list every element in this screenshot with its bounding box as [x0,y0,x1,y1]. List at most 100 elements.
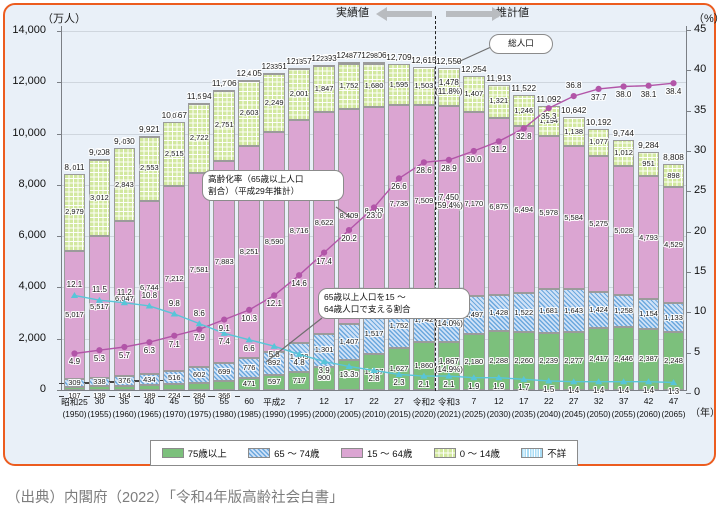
line-value-label-aging_rate: 6.3 [143,346,155,356]
bar-value-label-unknown: 98 [370,52,378,60]
line-value-label-aging_rate: 4.9 [68,357,81,367]
x-axis-era-label: 35 [119,396,130,406]
line-value-label-support_ratio: 7.4 [218,337,230,347]
y-axis-left [61,26,62,391]
line-value-label-support_ratio: 9.8 [168,298,180,308]
y-tick-right [686,30,691,31]
label-leader-dash [83,396,89,397]
y-axis-label-right: 45 [694,23,707,35]
x-axis-era-label: 55 [219,396,230,406]
y-axis-label-right: 20 [694,224,707,237]
bar-segment-unknown [338,62,360,65]
bar-value-label-unknown: 0 [172,112,177,120]
y-tick-left [57,133,62,135]
bar-value-label-unknown: 4 [247,70,252,78]
line-value-label-support_ratio: 2.1 [418,380,430,390]
bar-value-label-age0to14: 898 [667,170,680,180]
estimate-values-label: 推計値 [496,7,529,19]
bar-value-label-age0to14: 1,138 [564,126,584,136]
bar-total-label: 12,806 [361,49,387,60]
bar-segment-age75plus [188,382,211,390]
bar-total-label: 12,105 [236,67,262,78]
x-axis-year-label: (2065) [661,409,686,419]
estimate-arrow-head [492,7,503,21]
bar-value-label-age75plus: 189 [143,391,156,400]
bar-segment-unknown [188,102,211,105]
line-value-label-aging_rate: 14.6 [291,279,307,289]
y-axis-right [686,26,687,391]
y-axis-label-right: 5 [694,345,701,358]
bar-total-label: 11,913 [486,72,512,83]
bar-total-label: 9,284 [638,139,659,150]
x-axis-era-label: 7 [471,396,477,406]
bar-value-label-age65to74: 1,407 [339,337,359,347]
label-leader-dash [158,396,164,397]
y-axis-label-left: 0 [39,383,46,395]
bar-segment-unknown [238,79,261,82]
line-value-label-aging_rate: 5.3 [93,354,105,364]
line-value-label-support_ratio: 2.1 [443,380,455,390]
legend-label-unknown: 不詳 [547,449,567,460]
bar-value-label-age15to64: 5,017 [65,310,84,319]
bar-value-label-age0to14: 1,077 [589,137,609,147]
y-axis-label-left: 8,000 [18,177,46,190]
line-value-label-aging_rate: 30.0 [466,155,482,164]
bar-value-label-unknown: 23 [320,55,328,63]
y-tick-left [57,338,62,340]
line-value-label-support_ratio: 1.4 [618,385,630,395]
y-axis-label-right: 25 [694,184,707,197]
line-value-label-aging_rate: 38.0 [615,90,632,100]
line-value-label-support_ratio: 10.8 [141,290,158,300]
bar-value-label-age65to74: 1,301 [314,345,334,355]
line-value-label-aging_rate: 31.2 [491,145,507,155]
bar-total-label: 12,777 [336,50,362,61]
x-axis-year-label: (2040) [536,409,561,419]
bar-value-label-age15to64: 8,251 [239,247,259,257]
legend-label-75plus: 75歳以上 [187,449,227,460]
bar-value-label-unknown: 2 [97,150,102,157]
x-axis-era-label: 22 [543,396,554,406]
bar-value-label-unknown: 48 [345,53,353,61]
x-axis-year-label: (2045) [561,409,586,419]
x-axis-year-label: (1995) [287,409,312,419]
bar-total-label: 12,693 [311,52,337,63]
line-value-label-aging_rate: 20.2 [341,234,357,244]
y-axis-label-right: 40 [694,63,707,76]
y-axis-label-left: 14,000 [12,24,46,36]
bar-total-label: 12,361 [261,61,287,72]
bar-total-label: 12,709 [386,52,412,63]
label-leader-dash [183,396,189,397]
line-value-label-aging_rate: 28.6 [416,166,432,176]
legend-swatch-unknown [521,448,544,458]
bar-value-label-age15to64: 8,716 [289,226,309,236]
bar-total-label: 12,550 [436,56,462,67]
bar-segment-age75plus [163,384,186,390]
y-tick-right [686,191,691,193]
bar-value-label-age0to14: 2,553 [139,163,159,173]
x-axis-era-label: 7 [296,396,302,406]
line-value-label-support_ratio: 3.9 [318,365,330,375]
label-leader-dash [235,396,241,397]
x-axis-era-label: 40 [144,396,155,406]
bar-total-label: 11,522 [511,82,537,93]
bar-value-label-age0to14: 2,603 [239,108,259,118]
line-value-label-aging_rate: 38.1 [640,89,657,99]
x-axis-year-label: (1990) [262,409,287,419]
x-axis-year-label: (1965) [137,409,162,419]
label-leader-dash [208,396,214,397]
bar-value-label-age0to14: 2,249 [264,97,284,107]
y-tick-right [686,393,691,394]
legend-item-75plus: 75歳以上 [161,446,227,460]
line-value-label-aging_rate: 17.4 [316,256,332,266]
callout-total-population: 総人口 [489,34,553,54]
bar-value-label-age0to14: 2,843 [115,179,134,189]
bar-value-label-age75plus: 284 [193,391,206,400]
bar-segment-unknown [213,89,236,92]
x-axis-era-label: 30 [94,396,105,406]
bar-value-label-age0to14: 1,321 [489,96,509,106]
x-axis-year-label: (1950) [62,409,87,419]
label-leader-dash [83,382,89,384]
x-axis-era-label: 27 [394,396,404,406]
x-axis-era-label: 47 [668,396,679,406]
line-value-label-aging_rate: 12.1 [266,299,282,309]
